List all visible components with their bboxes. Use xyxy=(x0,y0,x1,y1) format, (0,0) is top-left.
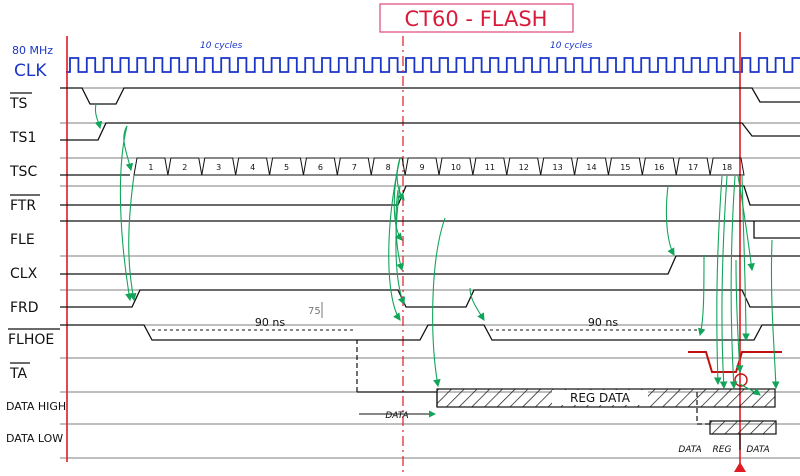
tsc-cell xyxy=(438,157,474,176)
tsc-cell xyxy=(404,157,440,176)
signal-label-clx: CLX xyxy=(10,266,38,282)
reg-low-hatch xyxy=(709,420,777,435)
tsc-cell xyxy=(540,157,576,176)
tsc-cell-number: 13 xyxy=(553,163,563,172)
wave-clx xyxy=(60,255,800,275)
tsc-cell-number: 7 xyxy=(352,163,357,172)
signal-label-ta: TA xyxy=(9,366,27,382)
clock-label: CLK xyxy=(14,61,47,81)
wave-ts1 xyxy=(60,122,800,141)
signal-label-frd: FRD xyxy=(10,300,39,316)
tsc-cell-number: 9 xyxy=(420,163,425,172)
signal-label-ftr: FTR xyxy=(10,198,36,214)
tsc-cell-number: 8 xyxy=(386,163,391,172)
signal-labels: TS TS1 TSC FTR FLE CLX FRD FLHOE TA DATA… xyxy=(6,96,66,445)
tsc-cell-number: 10 xyxy=(451,163,461,172)
title-box: CT60 - FLASH xyxy=(379,3,574,33)
tsc-cell xyxy=(235,157,271,176)
right-marker-arrow xyxy=(734,462,746,472)
signal-label-flhoe: FLHOE xyxy=(8,332,54,348)
wave-fle-step xyxy=(753,221,800,239)
tsc-cell xyxy=(336,157,372,176)
tsc-cell xyxy=(506,157,542,176)
tsc-cell xyxy=(302,157,338,176)
clock-freq-label: 80 MHz xyxy=(12,44,53,57)
clock-waveform xyxy=(66,57,800,73)
signal-label-ts1: TS1 xyxy=(9,130,36,146)
signal-label-data-high: DATA HIGH xyxy=(6,400,66,413)
data-label-high: DATA xyxy=(385,411,408,421)
data-low-reg-label: REG xyxy=(713,445,732,455)
tsc-cell-number: 16 xyxy=(654,163,664,172)
bus-data-low: DATA REG DATA xyxy=(678,392,777,455)
waveforms xyxy=(60,87,800,341)
tsc-cell-number: 6 xyxy=(318,163,323,172)
bus-data-high: REG DATA DATA xyxy=(356,340,776,421)
causal-arrows xyxy=(94,103,780,396)
tsc-cell-number: 4 xyxy=(250,163,255,172)
reg-data-label: REG DATA xyxy=(570,391,631,405)
overline-bars xyxy=(8,92,60,364)
wave-flhoe xyxy=(60,324,800,341)
tsc-cell-number: 1 xyxy=(148,163,153,172)
wave-ftr xyxy=(60,185,800,206)
tsc-cell xyxy=(167,157,203,176)
wave-ta-bubble xyxy=(734,373,748,387)
data-low-right-label: DATA xyxy=(746,445,769,455)
clock-annotation-left: 10 cycles xyxy=(200,41,243,51)
tsc-cell xyxy=(641,157,677,176)
tsc-cell-number: 2 xyxy=(182,163,187,172)
tsc-cell-number: 18 xyxy=(722,163,732,172)
wave-ts xyxy=(60,87,800,105)
tsc-counter-bus: 1 2 3 4 5 6 7 8 9 10 11 12 13 14 15 16 17 18 xyxy=(133,157,745,176)
tsc-cell-number: 15 xyxy=(620,163,630,172)
tsc-cell xyxy=(573,157,610,176)
wave-ta xyxy=(688,351,782,387)
ns-label-left: 90 ns xyxy=(255,316,285,329)
side-mark: 75 xyxy=(308,306,321,317)
signal-label-data-low: DATA LOW xyxy=(6,432,63,445)
tsc-cell-number: 12 xyxy=(519,163,529,172)
tsc-cell xyxy=(133,157,169,176)
tsc-cell-number: 14 xyxy=(586,163,596,172)
signal-label-tsc: TSC xyxy=(9,164,37,180)
tsc-cell xyxy=(675,157,711,176)
tsc-cell xyxy=(472,157,508,176)
tsc-cell-number: 11 xyxy=(485,163,495,172)
tsc-cell xyxy=(268,157,305,176)
tsc-cell-number: 5 xyxy=(284,163,289,172)
signal-label-ts: TS xyxy=(9,96,28,112)
tsc-cell-number: 3 xyxy=(216,163,221,172)
ns-label-right: 90 ns xyxy=(588,316,618,329)
tsc-cell xyxy=(370,157,406,176)
clock-annotation-right: 10 cycles xyxy=(550,41,593,51)
diagram-title: CT60 - FLASH xyxy=(405,7,548,31)
tsc-cell-number: 17 xyxy=(688,163,698,172)
wave-frd xyxy=(60,289,800,308)
tsc-cell xyxy=(607,157,643,176)
wave-ta-red xyxy=(688,351,782,373)
tsc-cell xyxy=(709,157,745,176)
tsc-cell xyxy=(201,157,237,176)
data-low-left-label: DATA xyxy=(678,445,701,455)
signal-label-fle: FLE xyxy=(10,232,35,248)
